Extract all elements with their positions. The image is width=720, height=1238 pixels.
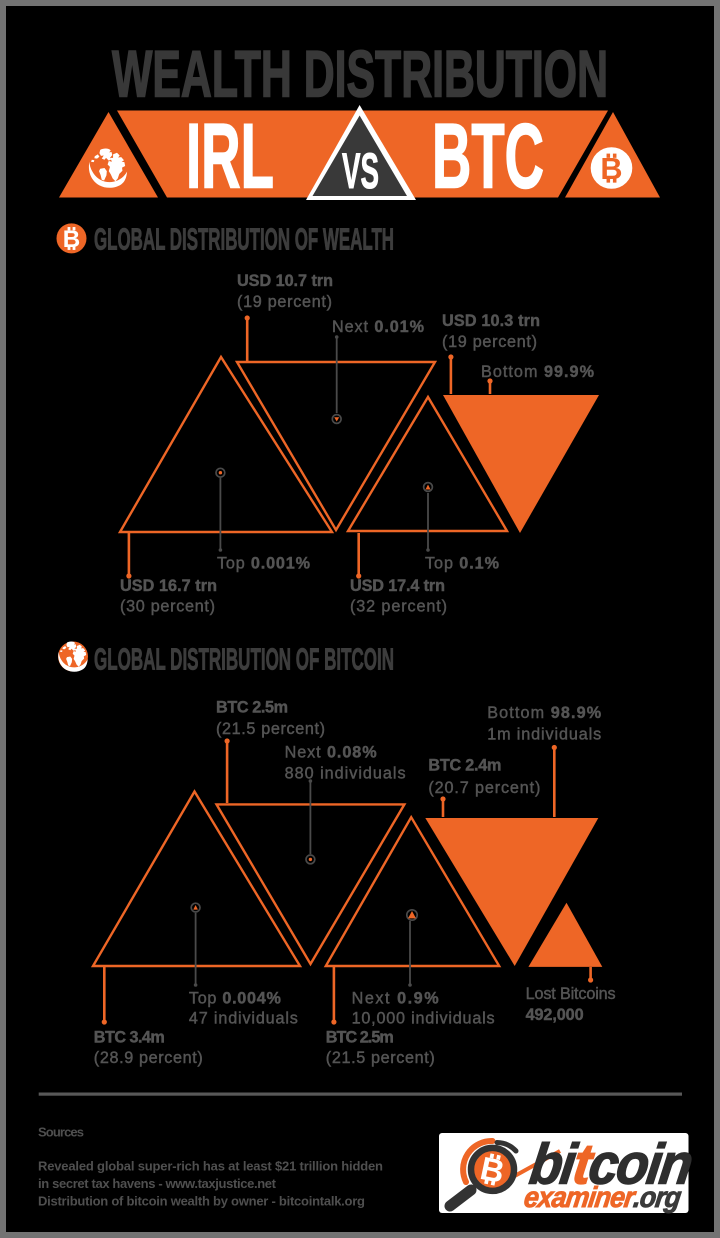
svg-text:(21.5 percent): (21.5 percent) [216,720,325,738]
svg-text:Top 0.004%: Top 0.004% [189,990,281,1008]
svg-text:Lost Bitcoins: Lost Bitcoins [526,985,616,1003]
svg-text:Next 0.08%: Next 0.08% [285,744,377,762]
svg-text:GLOBAL DISTRIBUTION OF BITCOIN: GLOBAL DISTRIBUTION OF BITCOIN [94,642,394,677]
svg-text:(28.9 percent): (28.9 percent) [94,1049,203,1067]
svg-text:492,000: 492,000 [526,1006,584,1024]
svg-text:BTC 3.4m: BTC 3.4m [94,1029,165,1047]
svg-text:10,000 individuals: 10,000 individuals [352,1010,495,1028]
svg-text:BTC 2.5m: BTC 2.5m [216,699,288,717]
svg-text:(21.5 percent): (21.5 percent) [326,1049,435,1067]
svg-text:(20.7 percent): (20.7 percent) [428,779,540,797]
svg-text:VS: VS [342,143,379,199]
svg-text:USD 16.7 trn: USD 16.7 trn [120,577,217,595]
svg-text:Top 0.001%: Top 0.001% [217,555,310,573]
svg-text:(19 percent): (19 percent) [237,293,332,311]
svg-text:Top 0.1%: Top 0.1% [425,555,499,573]
svg-text:(19 percent): (19 percent) [442,333,537,351]
svg-text:BTC: BTC [432,105,544,207]
svg-text:USD 17.4 trn: USD 17.4 trn [350,577,445,595]
svg-text:WEALTH DISTRIBUTION: WEALTH DISTRIBUTION [112,37,608,111]
svg-text:47 individuals: 47 individuals [189,1010,298,1028]
svg-text:Revealed global super-rich has: Revealed global super-rich has at least … [38,1159,383,1174]
svg-text:(32 percent): (32 percent) [350,598,447,616]
svg-text:in secret tax havens - www.tax: in secret tax havens - www.taxjustice.ne… [38,1176,277,1191]
svg-text:(30 percent): (30 percent) [120,598,215,616]
svg-text:BTC 2.5m: BTC 2.5m [326,1029,394,1047]
svg-text:USD 10.7 trn: USD 10.7 trn [237,272,333,290]
svg-text:1m individuals: 1m individuals [487,726,601,744]
svg-text:Bottom 99.9%: Bottom 99.9% [481,363,594,381]
svg-text:Sources: Sources [38,1125,84,1140]
svg-text:BTC 2.4m: BTC 2.4m [428,757,501,775]
svg-text:Next 0.9%: Next 0.9% [352,990,439,1008]
svg-text:examiner.org: examiner.org [522,1182,684,1214]
svg-text:Next 0.01%: Next 0.01% [332,318,424,336]
svg-text:bitcoin: bitcoin [526,1133,695,1197]
svg-text:USD 10.3 trn: USD 10.3 trn [442,312,540,330]
svg-text:GLOBAL DISTRIBUTION OF WEALTH: GLOBAL DISTRIBUTION OF WEALTH [94,222,394,257]
svg-text:Distribution of bitcoin wealth: Distribution of bitcoin wealth by owner … [38,1194,365,1209]
svg-text:880 individuals: 880 individuals [285,765,406,783]
svg-text:IRL: IRL [186,105,274,207]
